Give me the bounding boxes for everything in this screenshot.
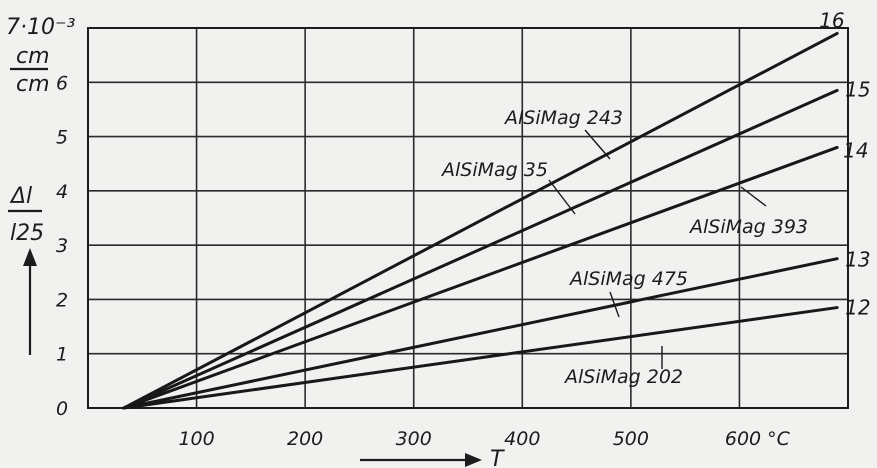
tick-labels: 0 1 2 3 4 5 6 100 200 300 400 500 600 °C <box>56 72 791 450</box>
y-tick-label-4: 4 <box>56 181 68 203</box>
x-axis-label: T <box>490 447 505 468</box>
series-end-label-14: 14 <box>843 138 868 162</box>
x-tick-label-100: 100 <box>178 428 214 450</box>
plot-frame <box>87 27 849 409</box>
y-axis-label-top: Δl <box>9 184 32 209</box>
x-tick-label-300: 300 <box>396 428 432 450</box>
series-label-14: AlSiMag 393 <box>688 216 808 238</box>
x-tick-label-500: 500 <box>613 428 649 450</box>
series-line-15 <box>122 88 839 410</box>
series-end-label-16: 16 <box>819 8 844 32</box>
x-axis-arrow-head <box>465 453 482 467</box>
y-axis-label-bottom: l25 <box>10 221 44 246</box>
annotations: 16 15 14 13 12 AlSiMag 243 AlSiMag 35 AlSiMag 3… <box>440 8 871 388</box>
grid <box>88 28 848 408</box>
x-tick-label-600: 600 °C <box>725 428 791 450</box>
y-tick-label-6: 6 <box>56 72 68 94</box>
y-unit-top: cm <box>16 44 50 69</box>
plot-border <box>87 27 849 409</box>
series-end-label-12: 12 <box>845 296 870 320</box>
series-line-14 <box>122 145 839 410</box>
axis-labels: 7·10⁻³ cm cm Δl l25 T <box>6 15 505 468</box>
y-unit-bottom: cm <box>16 72 50 97</box>
series-label-15: AlSiMag 35 <box>440 159 548 181</box>
series-end-label-13: 13 <box>845 248 870 272</box>
y-axis-arrow-head <box>23 248 37 266</box>
x-tick-label-200: 200 <box>287 428 323 450</box>
y-scale-label: 7·10⁻³ <box>6 15 76 40</box>
y-tick-label-3: 3 <box>56 235 68 257</box>
leader-line-16 <box>584 129 611 160</box>
series-line-13 <box>122 257 839 410</box>
series-line-16 <box>122 31 839 410</box>
series-end-label-15: 15 <box>845 77 870 101</box>
leader-line-14 <box>740 186 767 207</box>
leader-line-13 <box>609 291 620 318</box>
series-label-12: AlSiMag 202 <box>563 366 683 388</box>
y-tick-label-5: 5 <box>56 127 68 149</box>
y-tick-label-2: 2 <box>56 289 68 311</box>
y-tick-label-1: 1 <box>56 344 68 366</box>
leader-line-15 <box>548 179 576 215</box>
x-tick-label-400: 400 <box>504 428 540 450</box>
series-label-13: AlSiMag 475 <box>568 268 688 290</box>
series-lines <box>122 31 839 410</box>
y-tick-label-0: 0 <box>56 398 68 420</box>
series-line-12 <box>122 306 839 410</box>
series-label-16: AlSiMag 243 <box>503 107 623 129</box>
